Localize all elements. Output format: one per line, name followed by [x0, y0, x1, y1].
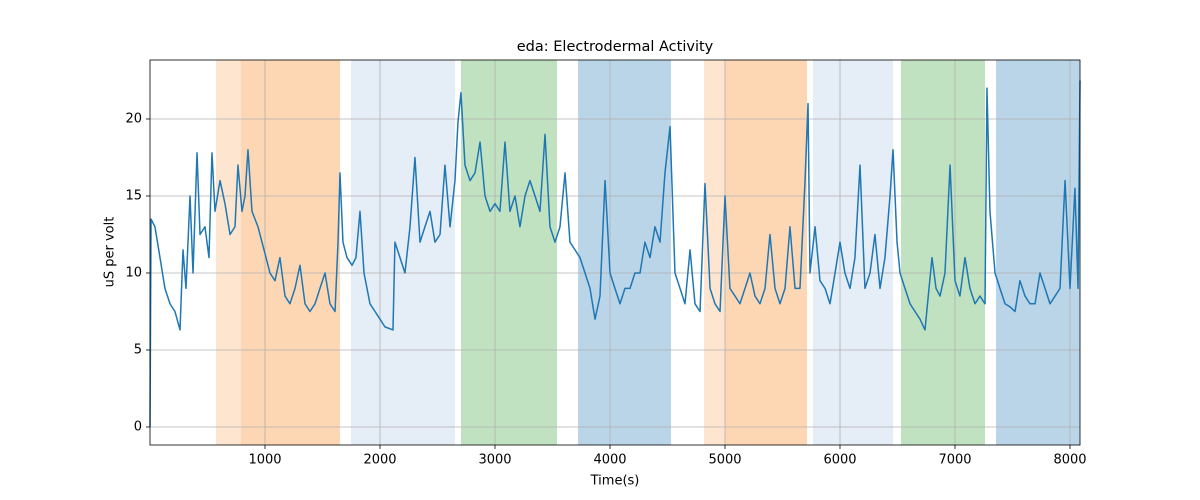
y-tick-label: 15 [125, 188, 142, 203]
x-tick-label: 2000 [363, 453, 396, 468]
chart-title: eda: Electrodermal Activity [517, 39, 714, 55]
y-tick-label: 10 [125, 265, 142, 280]
shaded-span [724, 60, 807, 445]
x-axis-label: Time(s) [590, 474, 640, 489]
x-tick-label: 7000 [938, 453, 971, 468]
shaded-span [996, 60, 1080, 445]
y-tick-label: 5 [134, 342, 142, 357]
x-tick-label: 3000 [478, 453, 511, 468]
shaded-span [216, 60, 241, 445]
axes-frame [149, 59, 1081, 446]
shaded-span [351, 60, 455, 445]
x-tick-label: 4000 [593, 453, 626, 468]
shaded-span [240, 60, 340, 445]
shaded-span [900, 60, 986, 445]
x-tick-label: 5000 [708, 453, 741, 468]
x-tick-label: 6000 [823, 453, 856, 468]
x-tick-label: 8000 [1053, 453, 1086, 468]
shaded-span [703, 60, 725, 445]
shaded-span [460, 60, 557, 445]
x-tick-label: 1000 [248, 453, 281, 468]
shaded-span [812, 60, 894, 445]
shaded-span [578, 60, 671, 445]
y-tick-label: 0 [134, 419, 142, 434]
signal-line [149, 80, 1081, 427]
y-tick-label: 20 [125, 111, 142, 126]
y-axis-label: uS per volt [103, 217, 118, 288]
